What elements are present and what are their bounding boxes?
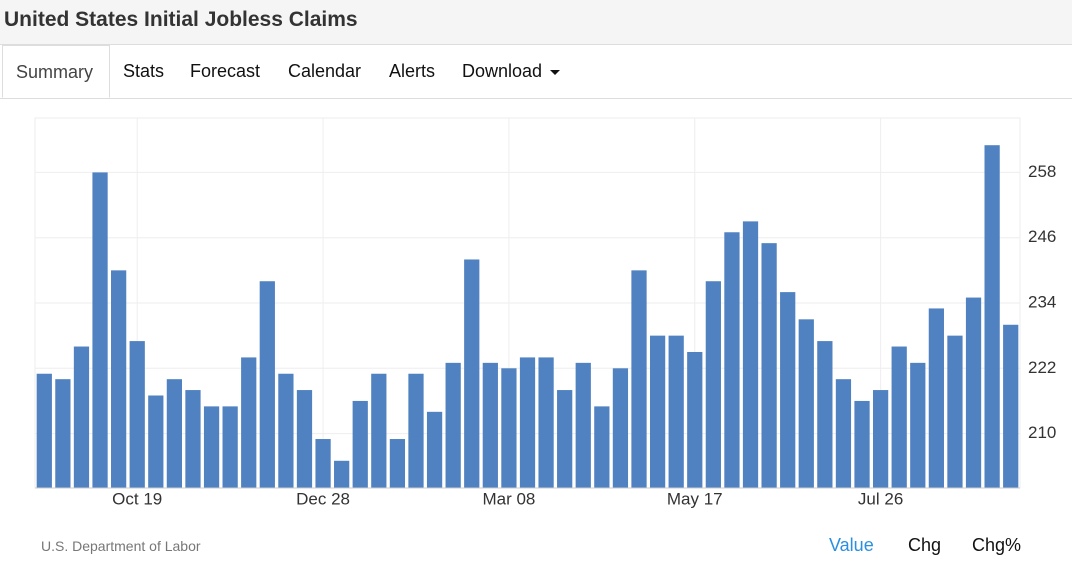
bar <box>538 357 554 488</box>
bar <box>649 335 666 488</box>
bar <box>1003 324 1019 488</box>
bar <box>36 373 52 488</box>
y-tick-label: 258 <box>1028 162 1056 181</box>
bar <box>668 335 684 488</box>
bar <box>259 281 275 488</box>
bar <box>371 373 387 488</box>
tab-bar: Summary Stats Forecast Calendar Alerts D… <box>0 45 1072 99</box>
x-tick-label: Dec 28 <box>296 489 350 508</box>
bar <box>166 379 183 488</box>
bar <box>501 368 517 488</box>
tab-label: Download <box>462 61 543 81</box>
tab[interactable]: Calendar <box>288 61 362 81</box>
y-tick-label: 222 <box>1028 358 1056 377</box>
view-toggle[interactable]: Value <box>829 535 874 555</box>
bar <box>315 439 331 488</box>
x-tick-label: Jul 26 <box>858 489 903 508</box>
bar <box>464 259 480 488</box>
bar <box>241 357 257 488</box>
bar <box>742 221 759 488</box>
bar <box>426 411 443 488</box>
y-tick-label: 234 <box>1028 292 1056 311</box>
bar <box>817 341 833 488</box>
source: U.S. Department of Labor <box>41 538 201 554</box>
y-tick-label: 246 <box>1028 227 1056 246</box>
tab[interactable]: Alerts <box>389 61 436 81</box>
bar <box>352 400 368 488</box>
bar <box>296 390 313 488</box>
bar <box>519 357 536 488</box>
x-tick-label: May 17 <box>667 489 723 508</box>
bar <box>761 243 777 488</box>
bar <box>445 362 461 488</box>
bar <box>557 390 573 488</box>
bar <box>575 362 591 488</box>
bar <box>185 390 201 488</box>
bar <box>872 390 889 488</box>
y-tick-label: 210 <box>1028 423 1056 442</box>
bar <box>148 395 164 488</box>
bar <box>965 297 982 488</box>
bar <box>55 379 71 488</box>
view-toggle[interactable]: Chg% <box>972 535 1022 555</box>
tab[interactable]: Summary <box>2 45 110 98</box>
bar <box>780 292 796 488</box>
bar <box>482 362 498 488</box>
tab[interactable]: Stats <box>123 61 165 81</box>
bar <box>687 351 703 488</box>
bar <box>389 439 406 488</box>
bar <box>334 460 350 488</box>
header: United States Initial Jobless Claims <box>0 0 1072 45</box>
bar <box>854 400 870 488</box>
view-toggle[interactable]: Chg <box>908 535 942 555</box>
caret-icon <box>550 69 561 75</box>
bar <box>73 346 90 488</box>
bar <box>129 341 145 488</box>
bar <box>92 172 108 489</box>
tab-dropdown[interactable]: Download <box>462 45 561 98</box>
bar <box>612 368 629 488</box>
bar <box>631 270 647 488</box>
bar <box>947 335 963 488</box>
bar <box>891 346 907 488</box>
bar <box>984 145 1000 489</box>
bar <box>408 373 424 488</box>
bar <box>203 406 220 488</box>
bar <box>594 406 610 488</box>
plot-border <box>34 117 1021 489</box>
bar <box>798 319 814 488</box>
bar <box>835 379 852 488</box>
bar <box>111 270 127 488</box>
x-tick-label: Oct 19 <box>112 489 162 508</box>
page-title: United States Initial Jobless Claims <box>4 8 358 31</box>
x-tick-label: Mar 08 <box>482 489 535 508</box>
tab[interactable]: Forecast <box>190 61 261 81</box>
bar <box>705 281 721 488</box>
bar <box>724 232 740 488</box>
bar <box>928 308 944 488</box>
bar <box>222 406 238 488</box>
bar <box>910 362 926 488</box>
bar <box>278 373 294 488</box>
